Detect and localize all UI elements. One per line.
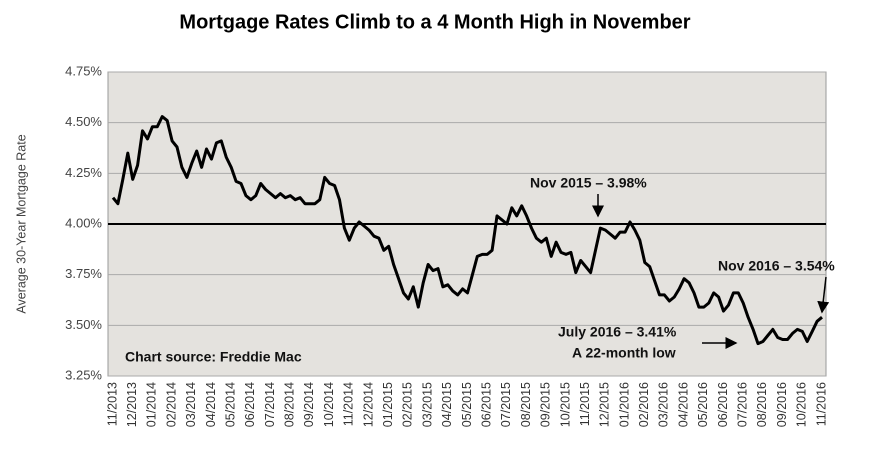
x-tick-label: 05/2014 [223, 382, 237, 427]
x-tick-label: 06/2014 [243, 382, 257, 427]
x-tick-label: 03/2014 [184, 382, 198, 427]
x-tick-label: 02/2016 [637, 382, 651, 427]
x-tick-label: 03/2015 [420, 382, 434, 427]
x-tick-label: 02/2015 [401, 382, 415, 427]
x-tick-label: 11/2016 [814, 382, 828, 426]
x-tick-label: 12/2015 [598, 382, 612, 427]
x-tick-label: 05/2016 [696, 382, 710, 427]
y-tick-label: 4.00% [65, 215, 102, 230]
annotation: Nov 2015 – 3.98% [530, 175, 647, 191]
x-tick-label: 01/2016 [617, 382, 631, 427]
x-tick-label: 09/2016 [775, 382, 789, 427]
y-tick-label: 3.25% [65, 367, 102, 382]
x-tick-label: 03/2016 [657, 382, 671, 427]
y-axis-label: Average 30-Year Mortgage Rate [14, 134, 28, 313]
y-tick-label: 4.25% [65, 165, 102, 180]
x-tick-label: 04/2014 [204, 382, 218, 427]
x-tick-label: 11/2014 [342, 382, 356, 426]
y-tick-label: 3.50% [65, 317, 102, 332]
x-tick-label: 07/2016 [736, 382, 750, 427]
x-tick-label: 12/2014 [361, 382, 375, 427]
x-tick-label: 01/2015 [381, 382, 395, 427]
annotation: July 2016 – 3.41% [558, 324, 677, 340]
x-tick-label: 08/2016 [755, 382, 769, 427]
x-tick-label: 02/2014 [164, 382, 178, 427]
x-tick-label: 10/2014 [322, 382, 336, 427]
x-tick-label: 08/2015 [519, 382, 533, 427]
x-tick-label: 08/2014 [283, 382, 297, 427]
x-tick-label: 11/2013 [105, 382, 119, 426]
x-tick-label: 07/2014 [263, 382, 277, 427]
annotation: Chart source: Freddie Mac [125, 349, 302, 365]
chart-title: Mortgage Rates Climb to a 4 Month High i… [179, 11, 690, 33]
x-tick-label: 05/2015 [460, 382, 474, 427]
x-tick-label: 06/2015 [479, 382, 493, 427]
x-tick-label: 12/2013 [125, 382, 139, 427]
x-tick-label: 07/2015 [499, 382, 513, 427]
x-tick-label: 10/2015 [558, 382, 572, 427]
y-tick-label: 4.75% [65, 63, 102, 78]
annotation: Nov 2016 – 3.54% [718, 258, 835, 274]
data-line [111, 115, 823, 346]
y-tick-label: 4.50% [65, 114, 102, 129]
x-tick-label: 10/2016 [795, 382, 809, 427]
arrow [817, 276, 830, 314]
x-tick-label: 04/2015 [440, 382, 454, 427]
x-tick-label: 06/2016 [716, 382, 730, 427]
annotation: A 22-month low [572, 345, 676, 361]
x-tick-label: 11/2015 [578, 382, 592, 426]
x-tick-label: 01/2014 [145, 382, 159, 427]
x-tick-label: 09/2015 [539, 382, 553, 427]
x-tick-label: 09/2014 [302, 382, 316, 427]
y-tick-label: 3.75% [65, 266, 102, 281]
x-tick-label: 04/2016 [676, 382, 690, 427]
